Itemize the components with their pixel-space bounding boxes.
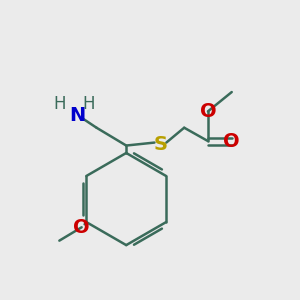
Text: N: N: [69, 106, 85, 125]
Text: H: H: [83, 95, 95, 113]
Text: O: O: [224, 132, 240, 151]
Text: O: O: [200, 102, 216, 121]
Text: H: H: [53, 95, 66, 113]
Text: S: S: [153, 135, 167, 154]
Text: O: O: [73, 218, 90, 237]
